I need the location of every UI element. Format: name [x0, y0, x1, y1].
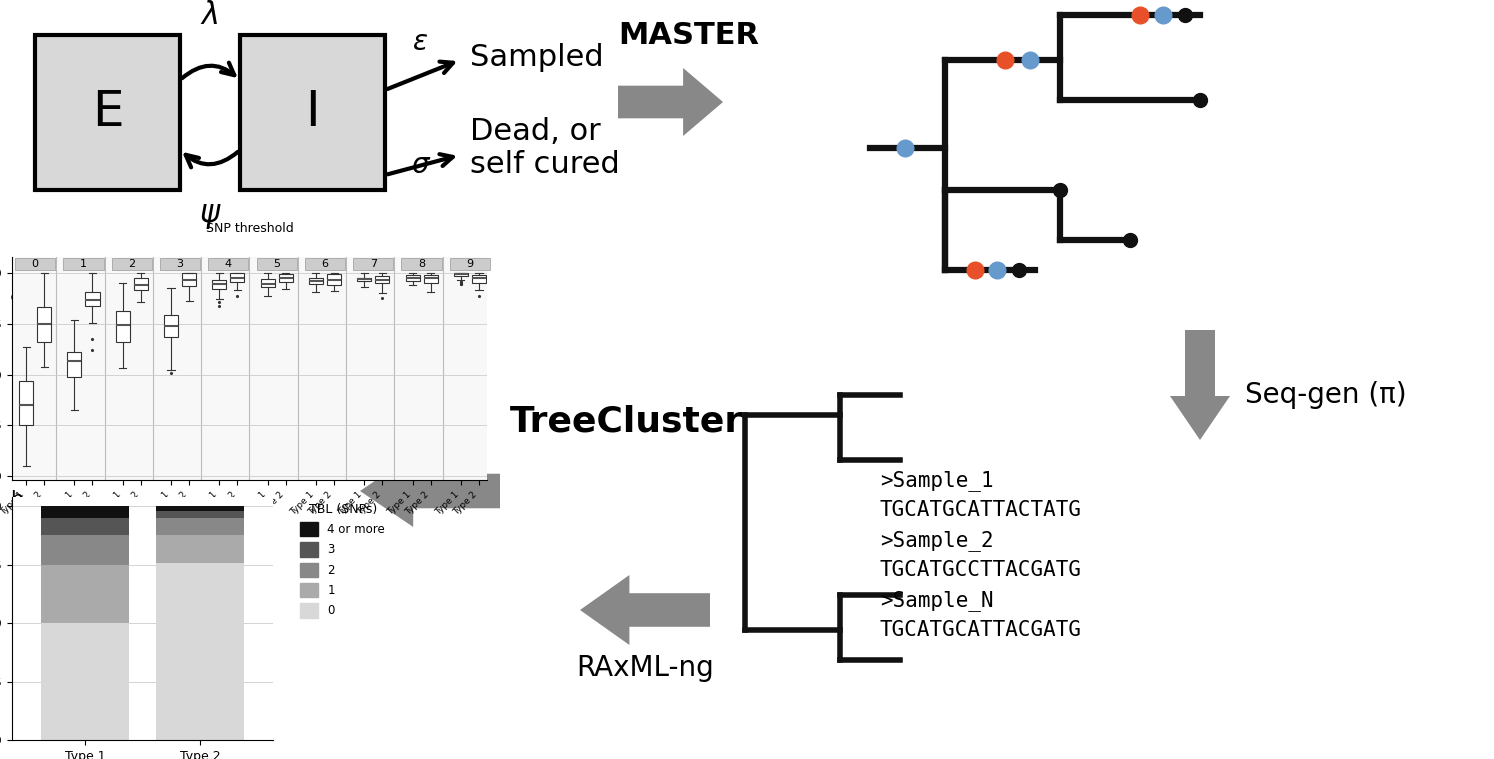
FancyBboxPatch shape: [112, 257, 152, 269]
FancyBboxPatch shape: [257, 257, 297, 269]
PathPatch shape: [424, 275, 438, 283]
FancyBboxPatch shape: [305, 257, 345, 269]
Bar: [42, 518, 128, 534]
FancyBboxPatch shape: [63, 257, 103, 269]
PathPatch shape: [67, 352, 81, 377]
PathPatch shape: [375, 276, 390, 283]
Text: 1: 1: [79, 259, 87, 269]
Text: σ: σ: [411, 151, 429, 179]
Text: 8: 8: [418, 259, 426, 269]
Bar: [157, 534, 244, 562]
Bar: [42, 534, 128, 565]
Text: b: b: [10, 490, 24, 510]
FancyBboxPatch shape: [402, 257, 442, 269]
PathPatch shape: [309, 278, 323, 284]
Polygon shape: [619, 68, 723, 136]
PathPatch shape: [260, 279, 275, 287]
FancyBboxPatch shape: [15, 257, 55, 269]
Text: TreeCluster: TreeCluster: [509, 404, 743, 438]
Text: 7: 7: [369, 259, 376, 269]
Text: TGCATGCCTTACGATG: TGCATGCCTTACGATG: [880, 560, 1082, 580]
Text: Dead, or
self cured: Dead, or self cured: [471, 117, 620, 179]
PathPatch shape: [230, 273, 245, 282]
PathPatch shape: [357, 278, 372, 282]
Text: Sampled: Sampled: [471, 43, 604, 73]
Text: Seq-gen (π): Seq-gen (π): [1245, 381, 1407, 409]
Bar: [157, 511, 244, 518]
PathPatch shape: [454, 272, 468, 276]
FancyBboxPatch shape: [353, 257, 393, 269]
FancyBboxPatch shape: [241, 35, 385, 190]
Text: >Sample_2: >Sample_2: [880, 530, 994, 551]
PathPatch shape: [85, 291, 100, 306]
PathPatch shape: [134, 278, 148, 291]
Text: 5: 5: [273, 259, 281, 269]
PathPatch shape: [182, 273, 196, 286]
Text: 6: 6: [321, 259, 329, 269]
PathPatch shape: [327, 274, 341, 285]
Polygon shape: [580, 575, 710, 645]
Text: RAxML-ng: RAxML-ng: [577, 654, 714, 682]
PathPatch shape: [37, 307, 51, 342]
Polygon shape: [360, 455, 500, 527]
Text: I: I: [305, 89, 320, 137]
Text: >Sample_1: >Sample_1: [880, 470, 994, 491]
Legend: 4 or more, 3, 2, 1, 0: 4 or more, 3, 2, 1, 0: [300, 503, 385, 618]
Text: 4: 4: [224, 259, 232, 269]
FancyBboxPatch shape: [34, 35, 179, 190]
Text: ε: ε: [412, 28, 427, 56]
Text: 0: 0: [31, 259, 39, 269]
Bar: [42, 506, 128, 518]
Bar: [157, 562, 244, 740]
PathPatch shape: [212, 280, 227, 289]
Text: λ: λ: [202, 1, 220, 30]
Text: MASTER: MASTER: [619, 21, 759, 50]
Text: >Sample_N: >Sample_N: [880, 590, 994, 611]
Polygon shape: [1170, 330, 1230, 440]
Text: TGCATGCATTACTATG: TGCATGCATTACTATG: [880, 500, 1082, 520]
PathPatch shape: [472, 275, 486, 283]
Text: 2: 2: [128, 259, 136, 269]
PathPatch shape: [115, 311, 130, 342]
PathPatch shape: [405, 275, 420, 281]
Bar: [42, 623, 128, 740]
Text: ψ: ψ: [200, 200, 220, 229]
Bar: [42, 565, 128, 623]
PathPatch shape: [279, 274, 293, 282]
Bar: [157, 518, 244, 534]
Text: E: E: [91, 89, 124, 137]
FancyBboxPatch shape: [208, 257, 248, 269]
Text: 9: 9: [466, 259, 474, 269]
Text: a: a: [10, 285, 22, 305]
Bar: [157, 506, 244, 511]
FancyBboxPatch shape: [160, 257, 200, 269]
FancyBboxPatch shape: [450, 257, 490, 269]
Text: TGCATGCATTACGATG: TGCATGCATTACGATG: [880, 620, 1082, 640]
Text: 3: 3: [176, 259, 184, 269]
PathPatch shape: [164, 315, 178, 338]
PathPatch shape: [19, 381, 33, 425]
Title: SNP threshold: SNP threshold: [206, 222, 293, 235]
